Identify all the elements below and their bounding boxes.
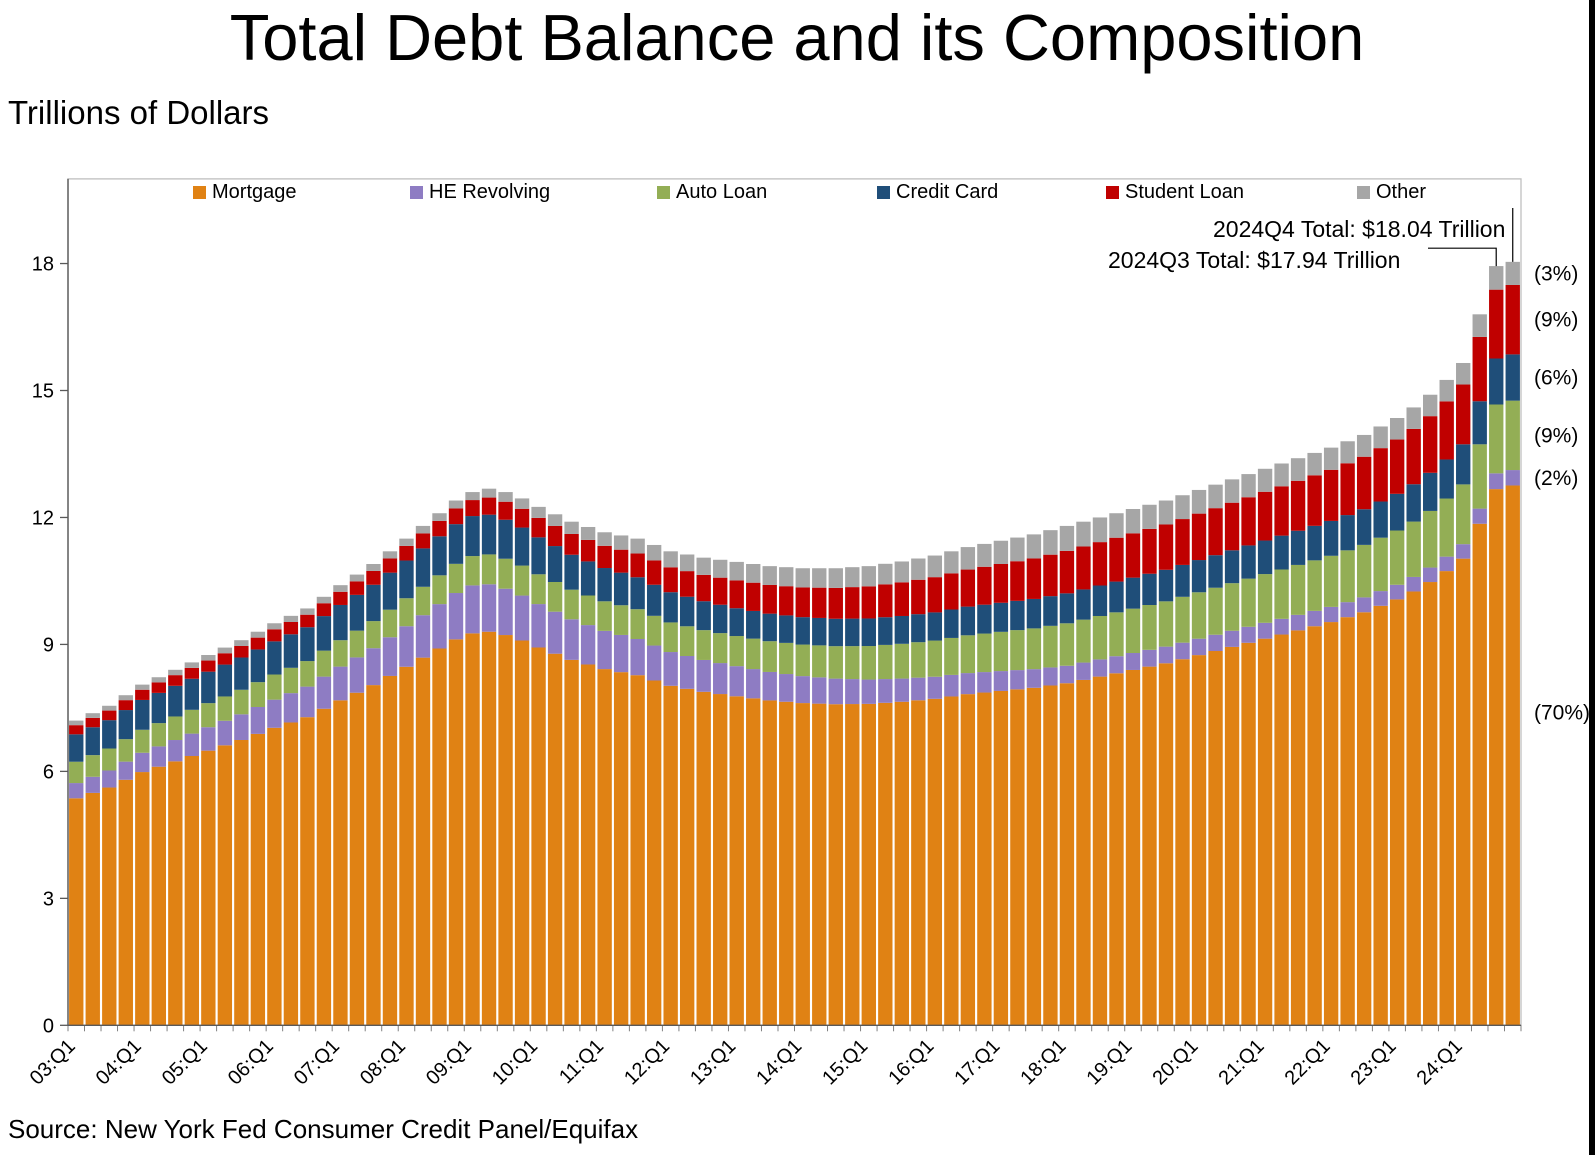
svg-text:(6%): (6%) <box>1534 367 1578 390</box>
svg-text:(2%): (2%) <box>1534 467 1578 490</box>
svg-text:3: 3 <box>43 888 54 910</box>
svg-text:2024Q3 Total: $17.94 Trillion: 2024Q3 Total: $17.94 Trillion <box>1108 247 1400 273</box>
svg-text:0: 0 <box>43 1015 54 1037</box>
svg-text:Credit Card: Credit Card <box>896 181 998 203</box>
svg-text:HE Revolving: HE Revolving <box>429 181 550 203</box>
svg-text:18: 18 <box>32 254 54 276</box>
svg-text:(3%): (3%) <box>1534 262 1578 285</box>
svg-text:15: 15 <box>32 381 54 403</box>
svg-text:9: 9 <box>43 634 54 656</box>
svg-text:(9%): (9%) <box>1534 309 1578 332</box>
svg-text:2024Q4 Total: $18.04 Trillion: 2024Q4 Total: $18.04 Trillion <box>1213 216 1505 242</box>
svg-text:Total Debt Balance and its Com: Total Debt Balance and its Composition <box>230 1 1365 74</box>
svg-text:Source: New York Fed Consumer: Source: New York Fed Consumer Credit Pan… <box>8 1114 638 1144</box>
svg-text:6: 6 <box>43 761 54 783</box>
svg-text:12: 12 <box>32 507 54 529</box>
svg-text:Mortgage: Mortgage <box>212 181 297 203</box>
svg-text:(70%): (70%) <box>1534 702 1590 725</box>
svg-text:(9%): (9%) <box>1534 424 1578 447</box>
svg-text:Other: Other <box>1376 181 1426 203</box>
svg-text:Student Loan: Student Loan <box>1125 181 1244 203</box>
svg-text:Trillions of Dollars: Trillions of Dollars <box>8 94 269 131</box>
svg-text:Auto Loan: Auto Loan <box>676 181 767 203</box>
